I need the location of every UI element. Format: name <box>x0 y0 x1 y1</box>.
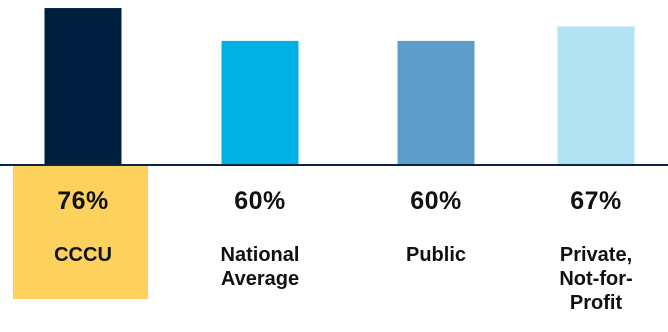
bar-2 <box>221 40 299 164</box>
category-label-line: Average <box>220 268 300 290</box>
chart-baseline <box>0 164 668 166</box>
value-label: 60% <box>410 187 462 215</box>
category-label-line: CCCU <box>54 244 112 266</box>
category-label: National Average <box>190 243 330 291</box>
value-label: 76% <box>57 187 109 215</box>
value-label: 67% <box>570 187 622 215</box>
bar-4 <box>557 26 635 164</box>
category-label-line: Not-for- <box>559 268 633 290</box>
bar-3 <box>397 40 475 164</box>
category-label-line: National <box>220 244 300 266</box>
category-label-line: Public <box>405 244 466 266</box>
category-label-line: Profit <box>569 292 623 314</box>
cccu-highlight-box <box>13 166 148 299</box>
category-label: Private, Not-for- Profit <box>526 243 666 315</box>
category-label-line: Private, <box>559 244 633 266</box>
value-label: 60% <box>234 187 286 215</box>
bar-1 <box>44 8 122 165</box>
category-label: CCCU <box>13 243 153 267</box>
category-label: Public <box>366 243 506 267</box>
